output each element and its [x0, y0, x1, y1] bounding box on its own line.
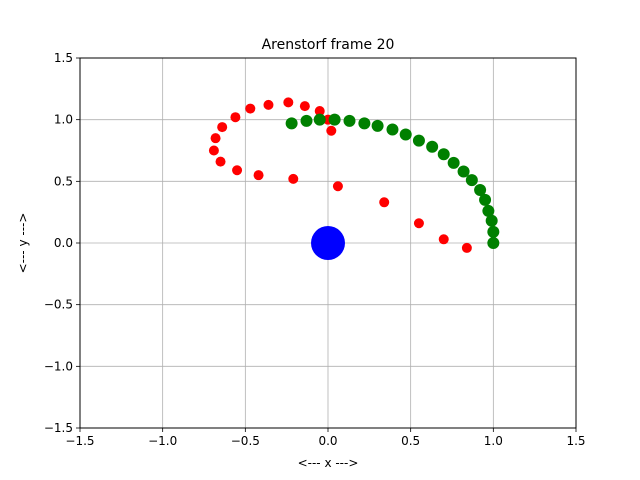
data-point	[288, 173, 299, 184]
data-point	[283, 97, 294, 108]
y-tick-label: −1.0	[44, 359, 73, 373]
y-tick-label: 1.5	[54, 51, 73, 65]
data-point	[332, 181, 343, 192]
data-point	[263, 99, 274, 110]
data-point	[465, 174, 478, 187]
data-point	[379, 197, 390, 208]
data-point	[412, 134, 425, 147]
data-point	[314, 106, 325, 117]
data-point	[285, 117, 298, 130]
chart-title: Arenstorf frame 20	[262, 37, 395, 53]
series-0	[311, 226, 345, 260]
data-point	[413, 218, 424, 229]
data-series	[208, 97, 500, 260]
data-point	[461, 242, 472, 253]
data-point	[230, 112, 241, 123]
data-point	[210, 133, 221, 144]
y-axis-label: <--- y --->	[16, 213, 30, 274]
x-tick-label: −1.5	[65, 434, 94, 448]
data-point	[437, 148, 450, 161]
data-point	[328, 113, 341, 126]
data-point	[447, 156, 460, 169]
x-tick-label: 0.0	[318, 434, 337, 448]
data-point	[343, 114, 356, 127]
data-point	[326, 125, 337, 136]
data-point	[386, 123, 399, 136]
data-point	[313, 113, 326, 126]
data-point	[300, 114, 313, 127]
data-point	[474, 183, 487, 196]
data-point	[232, 165, 243, 176]
plot-area: −1.5 −1.0 −0.5 0.0 0.5 1.0 1.5 −1.5 −1.0 −0.5 0.0 0…	[44, 51, 586, 448]
data-point	[371, 119, 384, 132]
series-2	[285, 113, 500, 249]
x-tick-label: −1.0	[148, 434, 177, 448]
data-point	[253, 170, 264, 181]
data-point	[208, 145, 219, 156]
y-tick-label: −0.5	[44, 298, 73, 312]
x-tick-label: 1.5	[566, 434, 585, 448]
x-axis-label: <--- x --->	[298, 456, 359, 470]
y-tick-label: 0.5	[54, 174, 73, 188]
data-point	[479, 193, 492, 206]
data-point	[487, 237, 500, 249]
y-tick-label: −1.5	[44, 421, 73, 435]
data-point	[482, 204, 495, 217]
data-point	[426, 140, 439, 153]
x-tick-label: 0.5	[401, 434, 420, 448]
data-point	[358, 117, 371, 130]
data-point	[487, 225, 500, 238]
data-point	[245, 103, 256, 114]
x-tick-label: 1.0	[484, 434, 503, 448]
data-point	[485, 214, 498, 227]
data-point	[217, 122, 228, 133]
data-point	[215, 156, 226, 167]
data-point	[457, 165, 470, 178]
series-1	[208, 97, 499, 253]
data-point	[438, 234, 449, 245]
axis-ticks: −1.5 −1.0 −0.5 0.0 0.5 1.0 1.5 −1.5 −1.0 −0.5 0.0 0…	[44, 51, 586, 448]
data-point	[399, 128, 412, 141]
y-tick-label: 0.0	[54, 236, 73, 250]
x-tick-label: −0.5	[231, 434, 260, 448]
data-point	[299, 101, 310, 112]
y-tick-label: 1.0	[54, 113, 73, 127]
data-point	[311, 226, 345, 260]
